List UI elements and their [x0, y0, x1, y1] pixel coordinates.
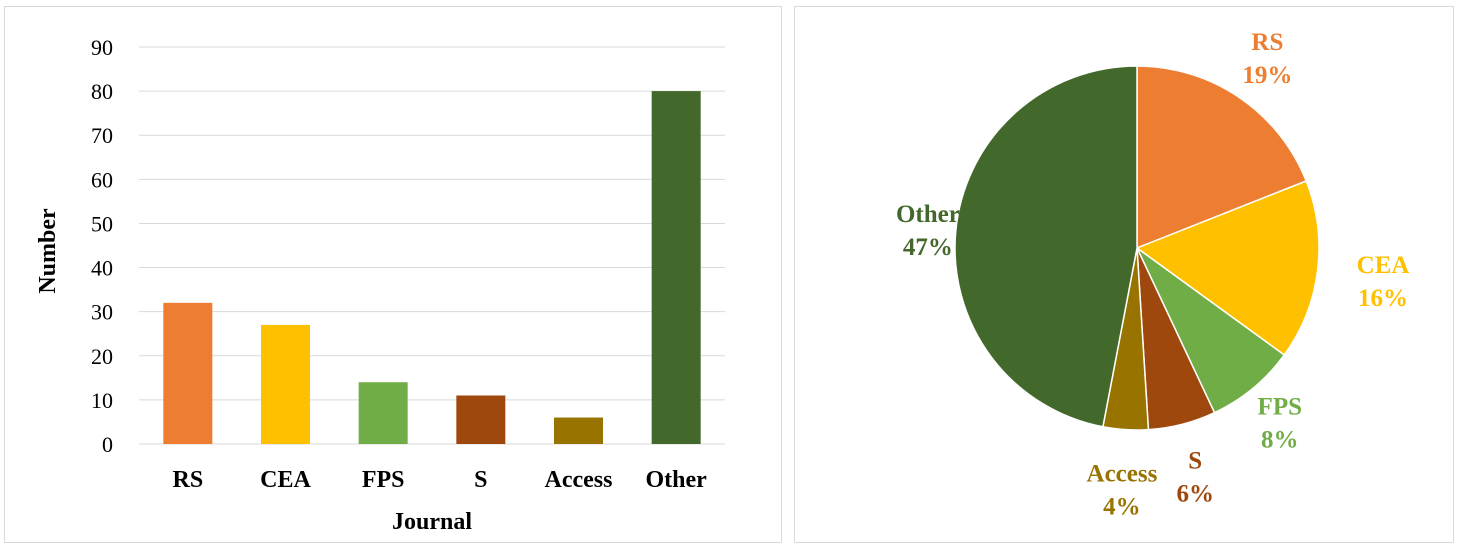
- pie-slice-fps: [1136, 247, 1286, 414]
- pie-category-label: FPS: [1258, 394, 1302, 421]
- y-tick-label: 70: [91, 123, 113, 148]
- y-tick-label: 20: [91, 344, 113, 369]
- y-tick-label: 90: [91, 35, 113, 60]
- pie-category-label: S: [1188, 448, 1202, 475]
- y-tick-label: 80: [91, 79, 113, 104]
- bar-chart-panel: 0 10 20 30 40 50 60 70 80 90 RS CEA FPS S Access Other…: [4, 6, 782, 543]
- pie-percent-label: 8%: [1261, 427, 1299, 454]
- pie-percent-label: 47%: [903, 234, 953, 261]
- pie-labels: RS 19% CEA 16% FPS 8% S 6% Access 4% Other 47%: [896, 29, 1409, 520]
- bar-access: [554, 417, 603, 444]
- pie-category-label: CEA: [1357, 252, 1410, 279]
- bar-other: [651, 91, 701, 444]
- bars: [163, 91, 701, 444]
- pie-slice-rs: [1136, 65, 1308, 250]
- pie-percent-label: 16%: [1358, 285, 1408, 312]
- bar-cea: [261, 324, 310, 444]
- pie-slices: [954, 65, 1320, 431]
- y-tick-label: 10: [91, 388, 113, 413]
- pie-percent-label: 6%: [1176, 481, 1214, 508]
- pie-slice-cea: [1135, 180, 1320, 357]
- x-axis-title: Journal: [392, 509, 472, 535]
- x-tick-label: CEA: [260, 467, 311, 493]
- x-tick-label: Other: [646, 467, 708, 493]
- y-tick-labels: 0 10 20 30 40 50 60 70 80 90: [91, 35, 113, 457]
- y-tick-label: 60: [91, 167, 113, 192]
- pie-percent-label: 4%: [1103, 494, 1141, 521]
- x-tick-label: FPS: [362, 467, 405, 493]
- y-tick-label: 40: [91, 256, 113, 281]
- x-tick-label: S: [474, 467, 487, 493]
- bar-s: [456, 395, 506, 444]
- pie-percent-label: 19%: [1242, 62, 1292, 89]
- x-tick-labels: RS CEA FPS S Access Other: [172, 467, 707, 493]
- bar-rs: [163, 302, 213, 444]
- x-tick-label: RS: [172, 467, 203, 493]
- bar-fps: [358, 382, 408, 444]
- pie-chart-panel: RS 19% CEA 16% FPS 8% S 6% Access 4% Other 47%: [794, 6, 1454, 543]
- pie-category-label: Other: [896, 201, 960, 228]
- pie-category-label: RS: [1251, 29, 1283, 56]
- y-tick-label: 30: [91, 300, 113, 325]
- bar-gridlines: [139, 46, 725, 445]
- bar-chart: 0 10 20 30 40 50 60 70 80 90 RS CEA FPS S Access Other…: [35, 35, 725, 535]
- y-tick-label: 0: [102, 432, 113, 457]
- pie-slice-other: [954, 65, 1138, 428]
- pie-chart: RS 19% CEA 16% FPS 8% S 6% Access 4% Other 47%: [896, 29, 1409, 520]
- x-tick-label: Access: [545, 467, 613, 493]
- pie-category-label: Access: [1087, 461, 1158, 488]
- y-tick-label: 50: [91, 211, 113, 236]
- y-axis-title: Number: [35, 208, 61, 294]
